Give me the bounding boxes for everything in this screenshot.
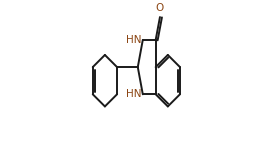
Text: HN: HN <box>126 35 142 45</box>
Text: O: O <box>156 3 164 13</box>
Text: HN: HN <box>126 89 142 99</box>
